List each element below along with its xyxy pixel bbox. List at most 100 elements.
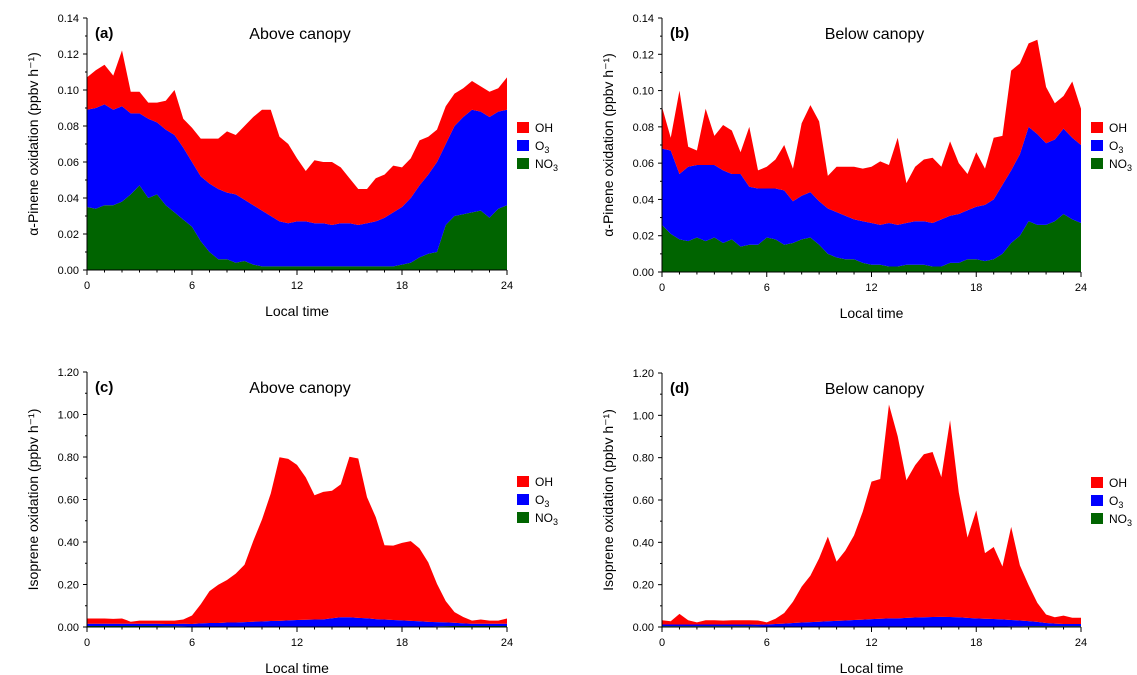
legend: OH O3 NO3: [517, 121, 558, 173]
y-tick-label: 0.14: [633, 13, 654, 25]
x-tick-label: 12: [865, 637, 877, 649]
legend-label-no3: NO3: [535, 157, 558, 173]
y-tick-label: 0.08: [58, 121, 79, 133]
y-tick-label: 0.00: [58, 265, 79, 277]
legend: OH O3 NO3: [1091, 476, 1132, 528]
x-tick-label: 24: [501, 637, 513, 649]
y-tick-label: 0.12: [58, 49, 79, 61]
panel-c: 0.00 0.20 0.40 0.60 0.80 1.00 1.20 0 6 12 18 24 Loca…: [25, 367, 558, 675]
x-tick-label: 6: [189, 280, 195, 292]
y-tick-label: 0.00: [633, 622, 654, 634]
legend-swatch-oh: [1091, 122, 1103, 133]
legend-label-oh: OH: [1109, 476, 1127, 490]
legend-swatch-no3: [517, 158, 529, 169]
panel-label: (b): [670, 25, 689, 42]
x-tick-label: 0: [659, 637, 665, 649]
y-tick-label: 0.20: [58, 580, 79, 592]
x-tick-label: 18: [970, 637, 982, 649]
y-axis-label: α-Pinene oxidation (ppbv h⁻¹): [25, 52, 41, 236]
y-tick-label: 0.02: [633, 231, 654, 243]
area-oh: [87, 50, 507, 226]
x-tick-label: 18: [396, 637, 408, 649]
panel-b: 0.00 0.02 0.04 0.06 0.08 0.10 0.12 0.14 0 6 12 18 24…: [600, 13, 1132, 321]
x-tick-label: 24: [1075, 282, 1087, 294]
y-tick-label: 0.60: [633, 495, 654, 507]
y-tick-label: 1.00: [58, 410, 79, 422]
y-tick-label: 0.10: [633, 86, 654, 98]
legend-label-no3: NO3: [1109, 512, 1132, 528]
y-tick-label: 0.14: [58, 13, 79, 25]
x-tick-label: 18: [396, 280, 408, 292]
y-tick-label: 0.08: [633, 122, 654, 134]
x-tick-label: 12: [865, 282, 877, 294]
legend-swatch-oh: [517, 476, 529, 487]
y-tick-label: 0.00: [58, 622, 79, 634]
x-tick-label: 6: [189, 637, 195, 649]
y-tick-label: 1.20: [633, 368, 654, 380]
legend-swatch-no3: [1091, 513, 1103, 524]
y-tick-label: 0.04: [58, 193, 79, 205]
legend: OH O3 NO3: [1091, 121, 1132, 173]
y-tick-label: 0.12: [633, 49, 654, 61]
legend-swatch-o3: [1091, 140, 1103, 151]
legend-swatch-o3: [517, 140, 529, 151]
panel-label: (c): [95, 379, 113, 396]
y-axis-label: α-Pinene oxidation (ppbv h⁻¹): [600, 53, 616, 237]
y-tick-label: 0.06: [633, 158, 654, 170]
x-tick-label: 0: [84, 637, 90, 649]
panel-label: (d): [670, 380, 689, 397]
panel-a: 0.00 0.02 0.04 0.06 0.08 0.10 0.12 0.14 0 6 12 18 24…: [25, 13, 558, 319]
y-tick-label: 0.06: [58, 157, 79, 169]
area-oh: [662, 404, 1081, 625]
legend-label-no3: NO3: [535, 511, 558, 527]
area-oh: [87, 456, 507, 625]
area-oh: [662, 39, 1081, 225]
x-tick-label: 12: [291, 280, 303, 292]
area-o3: [87, 104, 507, 267]
y-tick-label: 0.60: [58, 495, 79, 507]
legend-label-o3: O3: [535, 493, 549, 509]
panel-title: Below canopy: [825, 26, 925, 43]
x-tick-label: 12: [291, 637, 303, 649]
legend-swatch-no3: [1091, 158, 1103, 169]
x-tick-label: 0: [659, 282, 665, 294]
y-tick-label: 1.20: [58, 367, 79, 379]
x-tick-label: 0: [84, 280, 90, 292]
x-tick-label: 6: [764, 282, 770, 294]
legend-label-no3: NO3: [1109, 157, 1132, 173]
panel-title: Above canopy: [249, 26, 350, 43]
area-o3: [87, 617, 507, 627]
area-no3: [87, 185, 507, 270]
panel-title: Above canopy: [249, 380, 350, 397]
y-tick-label: 0.00: [633, 267, 654, 279]
y-tick-label: 0.04: [633, 194, 654, 206]
x-axis-label: Local time: [265, 660, 329, 675]
x-tick-label: 6: [764, 637, 770, 649]
legend-label-o3: O3: [1109, 494, 1123, 510]
y-tick-label: 0.10: [58, 85, 79, 97]
y-tick-label: 0.80: [633, 453, 654, 465]
legend-label-o3: O3: [535, 139, 549, 155]
legend-label-o3: O3: [1109, 139, 1123, 155]
legend-label-oh: OH: [535, 475, 553, 489]
legend-swatch-oh: [517, 122, 529, 133]
y-tick-label: 0.20: [633, 580, 654, 592]
panel-label: (a): [95, 25, 113, 42]
area-o3: [662, 126, 1081, 267]
y-tick-label: 0.40: [58, 537, 79, 549]
y-axis-label: Isoprene oxidation (ppbv h⁻¹): [25, 409, 41, 591]
legend-swatch-o3: [1091, 495, 1103, 506]
y-tick-label: 1.00: [633, 410, 654, 422]
y-tick-label: 0.80: [58, 452, 79, 464]
legend-label-oh: OH: [535, 121, 553, 135]
panel-d: 0.00 0.20 0.40 0.60 0.80 1.00 1.20 0 6 12 18 24 Loca…: [600, 368, 1132, 675]
x-axis-label: Local time: [840, 660, 904, 675]
legend-swatch-oh: [1091, 477, 1103, 488]
x-tick-label: 24: [501, 280, 513, 292]
panel-title: Below canopy: [825, 381, 925, 398]
x-tick-label: 18: [970, 282, 982, 294]
legend-swatch-no3: [517, 512, 529, 523]
y-axis-label: Isoprene oxidation (ppbv h⁻¹): [600, 409, 616, 591]
legend-label-oh: OH: [1109, 121, 1127, 135]
